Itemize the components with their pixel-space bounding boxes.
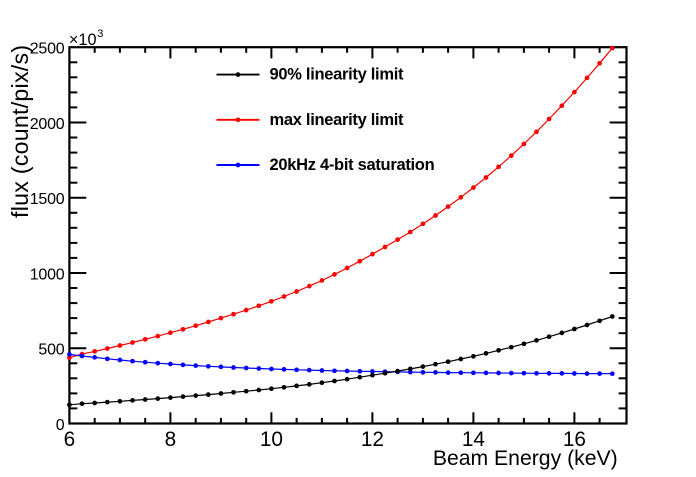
svg-text:12: 12: [361, 428, 384, 451]
svg-text:90% linearity limit: 90% linearity limit: [270, 65, 404, 83]
svg-text:14: 14: [462, 428, 485, 451]
svg-text:max linearity limit: max linearity limit: [270, 111, 404, 129]
svg-text:Beam Energy (keV): Beam Energy (keV): [433, 447, 618, 470]
svg-text:flux (count/pix/s): flux (count/pix/s): [7, 45, 33, 218]
svg-text:6: 6: [64, 428, 76, 451]
svg-text:8: 8: [165, 428, 177, 451]
svg-text:2500: 2500: [30, 41, 65, 58]
svg-text:16: 16: [563, 428, 586, 451]
svg-text:500: 500: [38, 342, 64, 359]
svg-text:0: 0: [56, 417, 65, 434]
svg-text:20kHz 4-bit saturation: 20kHz 4-bit saturation: [270, 156, 435, 174]
svg-text:10: 10: [260, 428, 283, 451]
svg-text:2000: 2000: [30, 116, 65, 133]
svg-text:1000: 1000: [30, 266, 65, 283]
svg-text:3: 3: [97, 28, 103, 40]
svg-text:×10: ×10: [69, 31, 97, 49]
svg-text:1500: 1500: [30, 191, 65, 208]
